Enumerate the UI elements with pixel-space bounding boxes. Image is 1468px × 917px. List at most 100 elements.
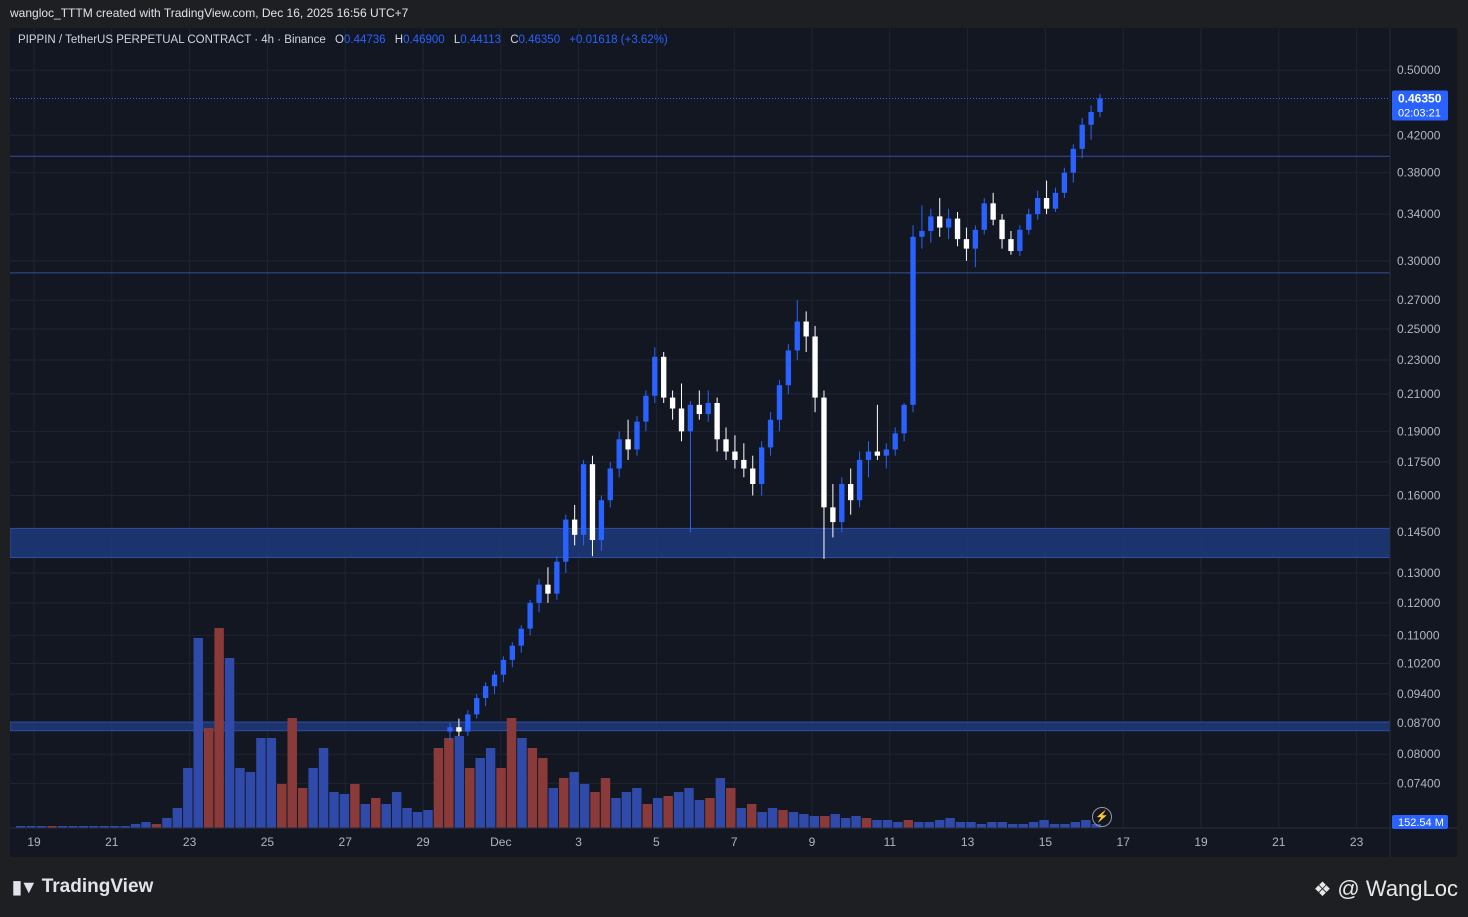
symbol-legend: PIPPIN / TetherUS PERPETUAL CONTRACT · 4… (18, 34, 668, 46)
candle-body (758, 447, 765, 485)
candle-body (803, 321, 809, 337)
volume-bar (652, 798, 663, 828)
volume-bar (945, 818, 955, 828)
volume-bar (757, 812, 767, 828)
candle-body (456, 727, 462, 732)
volume-bar (1070, 822, 1081, 828)
x-tick-label: 21 (1272, 835, 1286, 849)
volume-bar (130, 824, 141, 828)
volume-bar (172, 808, 183, 828)
candle-body (563, 519, 569, 562)
volume-bar (339, 794, 350, 828)
volume-bar (1081, 820, 1091, 828)
volume-bar (548, 788, 558, 828)
volume-bar (120, 826, 130, 828)
volume-bar (36, 826, 47, 828)
volume-bar (193, 638, 203, 828)
support-zone (10, 527, 1391, 559)
volume-bar (423, 810, 433, 828)
candle-body (589, 464, 596, 541)
volume-bar (914, 822, 924, 828)
volume-bar (1028, 822, 1039, 828)
volume-bar (1039, 820, 1049, 828)
lightning-icon[interactable]: ⚡ (1092, 807, 1112, 827)
x-tick-label: 23 (183, 835, 197, 849)
volume-bar (997, 822, 1008, 828)
candle-body (1026, 214, 1032, 230)
volume-bar (68, 826, 78, 828)
candle-body (652, 356, 658, 396)
volume-bar (882, 820, 893, 828)
candle-body (928, 216, 934, 231)
y-tick-label: 0.08700 (1397, 716, 1441, 730)
candle-body (705, 402, 711, 415)
y-tick-label: 0.23000 (1397, 353, 1441, 367)
volume-bar (694, 800, 705, 828)
volume-bar (1008, 824, 1018, 828)
volume-bar (26, 826, 36, 828)
volume-bar (78, 826, 89, 828)
volume-bar (569, 772, 579, 828)
volume-bar (329, 792, 339, 828)
y-tick-label: 0.10200 (1397, 657, 1441, 671)
price-chart[interactable]: 0.50000 0.42000 0.38000 0.34000 0.30000 0.270… (10, 28, 1457, 857)
volume-bar (454, 736, 465, 828)
volume-bar (109, 826, 120, 828)
volume-bar (600, 778, 611, 828)
volume-bar (371, 798, 381, 828)
volume-bar (151, 824, 162, 828)
volume-bar (412, 812, 423, 828)
volume-bar (1018, 824, 1028, 828)
volume-bar (57, 826, 68, 828)
volume-bar (934, 820, 945, 828)
symbol-name[interactable]: PIPPIN / TetherUS PERPETUAL CONTRACT · 4… (18, 34, 326, 46)
candle-body (812, 336, 818, 398)
candlesticks (447, 94, 1103, 741)
volume-bar (183, 768, 193, 828)
open-value: 0.44736 (344, 34, 386, 46)
candle-body (554, 561, 560, 594)
volume-bar (308, 768, 318, 828)
volume-bar (684, 788, 694, 828)
volume-bar (360, 804, 371, 828)
x-tick-label: 17 (1117, 835, 1131, 849)
y-tick-label: 0.12000 (1397, 596, 1441, 610)
candle-body (669, 397, 676, 409)
volume-bar (277, 784, 287, 828)
volume-bar (496, 768, 506, 828)
candle-body (1079, 124, 1085, 149)
volume-bar (726, 788, 736, 828)
volume-bar (1060, 824, 1070, 828)
y-tick-label: 0.30000 (1397, 254, 1441, 268)
candle-body (447, 727, 453, 732)
candle-body (518, 628, 524, 646)
candle-body (999, 219, 1005, 240)
volume-bar (47, 826, 57, 828)
x-tick-label: 27 (339, 835, 353, 849)
volume-bar (256, 738, 266, 828)
candle-body (723, 439, 729, 452)
diamond-logo-icon: ❖ (1313, 878, 1332, 901)
volume-badge-label: 152.54 M (1398, 817, 1444, 829)
candle-body (821, 397, 827, 508)
volume-bar (203, 728, 214, 828)
volume-bar (872, 820, 882, 828)
author-watermark: ❖ @ WangLoc (1313, 876, 1458, 901)
tradingview-logo: ▮▼ TradingView (12, 876, 154, 897)
candle-body (527, 602, 533, 629)
x-tick-label: 21 (105, 835, 119, 849)
volume-bar (297, 788, 308, 828)
candle-body (848, 484, 854, 501)
candle-body (910, 236, 916, 405)
candle-countdown-label: 02:03:21 (1398, 108, 1441, 120)
volume-bar (632, 788, 642, 828)
candle-body (1035, 198, 1041, 215)
volume-bar (506, 718, 517, 828)
grid-lines (10, 28, 1390, 828)
candle-body (741, 459, 747, 469)
candle-body (750, 468, 756, 485)
volume-bar (266, 738, 277, 828)
volume-bar (381, 804, 391, 828)
candle-body (616, 439, 622, 469)
volume-bar (391, 792, 402, 828)
